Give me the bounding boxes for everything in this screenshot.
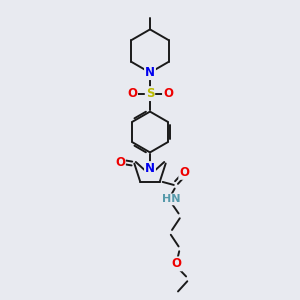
Text: N: N	[145, 66, 155, 79]
Text: O: O	[115, 155, 125, 169]
Text: N: N	[145, 162, 155, 175]
Text: O: O	[179, 166, 189, 179]
Text: O: O	[163, 87, 173, 100]
Text: S: S	[146, 87, 154, 100]
Text: O: O	[127, 87, 137, 100]
Text: HN: HN	[161, 194, 180, 204]
Text: O: O	[172, 257, 182, 270]
